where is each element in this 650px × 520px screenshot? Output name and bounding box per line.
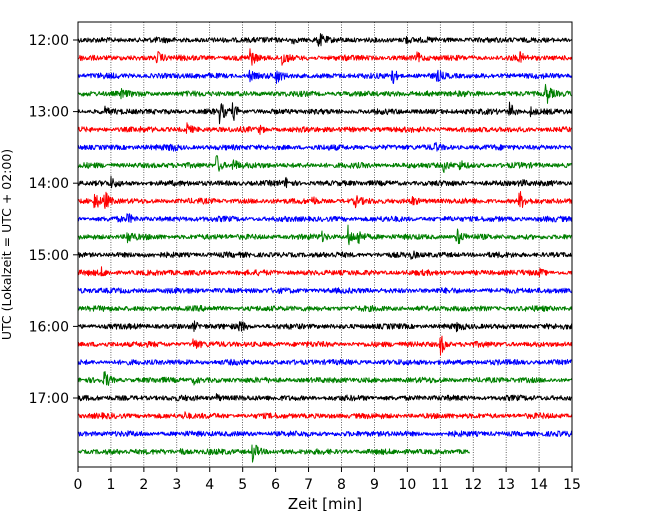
x-tick-label: 12 bbox=[464, 477, 482, 493]
trace-1530 bbox=[77, 287, 573, 294]
x-tick-label: 15 bbox=[563, 477, 581, 493]
trace-1715 bbox=[77, 411, 573, 420]
x-tick-label: 10 bbox=[398, 477, 416, 493]
trace-1430 bbox=[77, 213, 573, 223]
y-tick-label: 15:00 bbox=[29, 248, 69, 264]
trace-1700 bbox=[77, 393, 573, 402]
y-tick-label: 17:00 bbox=[29, 391, 69, 407]
x-tick-label: 13 bbox=[497, 477, 515, 493]
y-tick-label: 16:00 bbox=[29, 319, 69, 335]
y-axis-ticks: 12:00 13:00 14:00 15:00 16:00 17:00 bbox=[29, 33, 78, 407]
trace-1545 bbox=[78, 305, 573, 313]
x-tick-label: 14 bbox=[530, 477, 548, 493]
x-tick-label: 8 bbox=[337, 477, 346, 493]
trace-1745 bbox=[77, 444, 470, 463]
y-axis-label: UTC (Lokalzeit = UTC + 02:00) bbox=[0, 149, 14, 340]
trace-1730 bbox=[77, 430, 573, 438]
trace-1230 bbox=[77, 69, 573, 84]
x-tick-label: 4 bbox=[205, 477, 214, 493]
seismic-traces bbox=[77, 33, 573, 463]
y-tick-label: 13:00 bbox=[29, 105, 69, 121]
y-tick-label: 12:00 bbox=[29, 33, 69, 49]
x-axis-label: Zeit [min] bbox=[288, 495, 362, 513]
trace-1400 bbox=[77, 175, 573, 189]
trace-1600 bbox=[77, 320, 573, 333]
x-tick-label: 3 bbox=[172, 477, 181, 493]
trace-1200 bbox=[77, 33, 573, 47]
trace-1500 bbox=[77, 250, 573, 260]
trace-1445 bbox=[77, 224, 573, 246]
x-axis-ticks: 0 1 2 3 4 5 6 7 8 9 10 11 12 13 14 15 bbox=[74, 467, 581, 493]
x-tick-label: 5 bbox=[238, 477, 247, 493]
trace-1215 bbox=[77, 48, 573, 66]
trace-1515 bbox=[77, 266, 573, 278]
y-tick-label: 14:00 bbox=[29, 176, 69, 192]
trace-1300 bbox=[77, 101, 573, 125]
trace-1315 bbox=[77, 122, 573, 135]
x-tick-label: 6 bbox=[271, 477, 280, 493]
x-tick-label: 1 bbox=[106, 477, 115, 493]
x-tick-label: 9 bbox=[370, 477, 379, 493]
trace-1415 bbox=[77, 191, 573, 209]
trace-1645 bbox=[77, 371, 573, 386]
x-tick-label: 2 bbox=[139, 477, 148, 493]
plot-frame bbox=[77, 21, 573, 468]
trace-1630 bbox=[77, 358, 573, 366]
trace-1330 bbox=[77, 141, 573, 152]
trace-1345 bbox=[77, 155, 573, 173]
x-tick-label: 0 bbox=[74, 477, 83, 493]
x-tick-label: 7 bbox=[304, 477, 313, 493]
x-tick-label: 11 bbox=[431, 477, 449, 493]
trace-1245 bbox=[77, 83, 573, 104]
trace-1615 bbox=[77, 335, 573, 356]
grid-lines bbox=[110, 22, 540, 467]
